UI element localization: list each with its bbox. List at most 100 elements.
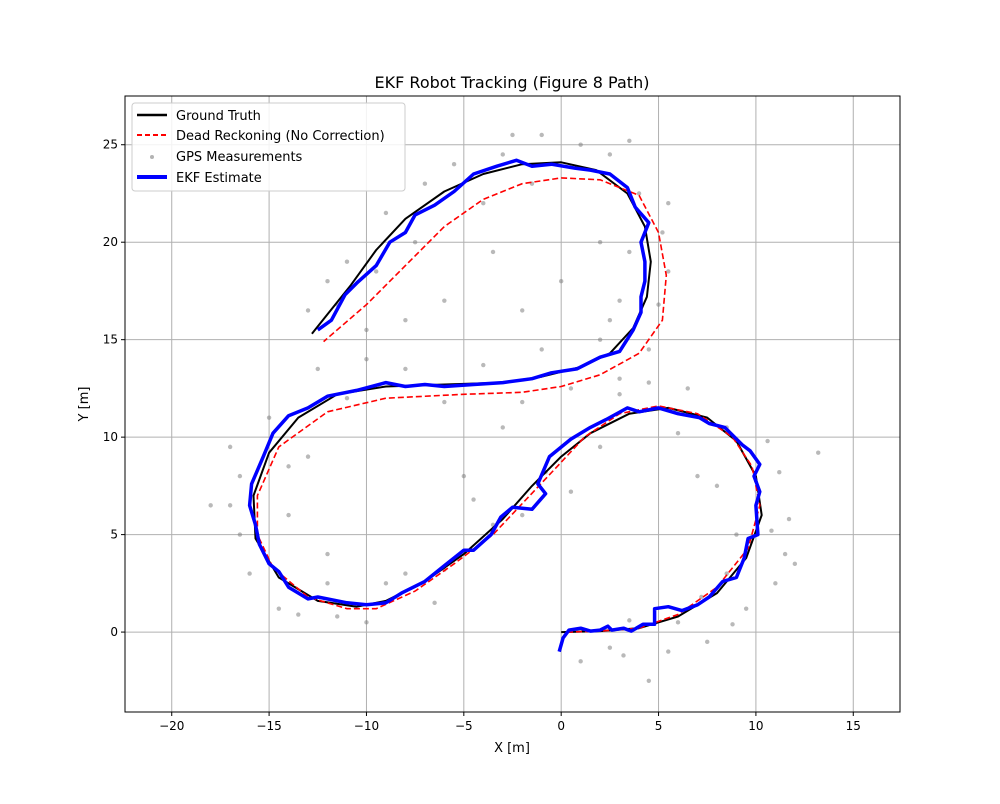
legend-ground-truth: Ground Truth (176, 109, 261, 124)
chart-title: EKF Robot Tracking (Figure 8 Path) (375, 73, 650, 92)
gps-point (227, 444, 233, 450)
dead-reckoning-line (256, 177, 761, 633)
legend-gps: GPS Measurements (176, 150, 303, 165)
gps-point (656, 302, 661, 307)
legend: Ground Truth Dead Reckoning (No Correcti… (131, 102, 406, 192)
gps-point (315, 366, 320, 372)
gps-point (607, 317, 613, 323)
gps-point (403, 317, 408, 323)
grid (125, 96, 900, 712)
gps-point (675, 620, 681, 625)
gps-point (646, 347, 652, 352)
gps-point (325, 278, 330, 284)
legend-gps-swatch (150, 155, 154, 159)
y-tick-label: 0 (110, 625, 118, 639)
gps-point (714, 483, 720, 489)
y-tick-label: 10 (103, 430, 118, 444)
gps-point (305, 454, 311, 459)
gps-point (597, 444, 603, 450)
gps-point (286, 464, 291, 469)
gps-point (481, 362, 486, 368)
gps-point (383, 581, 389, 586)
gps-point (471, 497, 476, 502)
gps-point (786, 516, 792, 522)
gps-point (685, 386, 690, 391)
x-tick-label: −5 (455, 719, 473, 733)
gps-point (432, 600, 437, 606)
gps-point (765, 438, 770, 444)
gps-point (403, 366, 408, 372)
y-tick-label: 15 (103, 333, 118, 347)
gps-point (617, 298, 622, 303)
legend-dead-reckoning: Dead Reckoning (No Correction) (176, 129, 385, 144)
gps-point (627, 249, 632, 255)
gps-point (442, 399, 447, 405)
x-tick-label: 15 (846, 719, 861, 733)
gps-point (383, 210, 389, 216)
gps-point (520, 399, 525, 405)
gps-point (675, 431, 681, 436)
gps-point (730, 622, 735, 627)
gps-point (660, 230, 665, 235)
gps-point (646, 678, 652, 684)
gps-point (607, 152, 613, 157)
gps-point (597, 240, 603, 245)
gps-point (335, 614, 340, 619)
x-axis-label: X [m] (494, 741, 530, 756)
gps-point (666, 649, 671, 654)
gps-point (520, 512, 525, 518)
gps-point (461, 473, 467, 479)
gps-point (627, 138, 632, 144)
gps-point (286, 512, 291, 518)
y-axis-label: Y [m] (77, 387, 92, 423)
y-tick-label: 5 (110, 528, 118, 542)
gps-point (734, 532, 739, 537)
gps-point (773, 581, 778, 586)
gps-point (305, 308, 311, 313)
gps-point (646, 380, 652, 385)
gps-point (699, 594, 704, 600)
gps-point (266, 415, 272, 420)
gps-point (724, 571, 729, 576)
gps-point (208, 503, 213, 508)
gps-point (403, 571, 408, 576)
gps-point (227, 503, 233, 508)
x-tick-label: −15 (256, 719, 281, 733)
gps-point (782, 551, 788, 557)
gps-point (325, 551, 330, 557)
gps-point (344, 259, 350, 264)
gps-point (568, 489, 574, 494)
gps-point (705, 639, 710, 645)
y-tick-label: 20 (103, 235, 118, 249)
gps-point (666, 201, 671, 206)
gps-point (777, 470, 782, 475)
gps-point (500, 425, 505, 430)
gps-point (451, 162, 457, 167)
gps-point (364, 620, 369, 625)
gps-point (510, 132, 515, 138)
gps-point (769, 528, 774, 533)
y-tick-label: 25 (103, 138, 118, 152)
gps-point (558, 278, 564, 284)
gps-point (325, 581, 330, 586)
gps-point (578, 659, 583, 664)
legend-ekf: EKF Estimate (176, 171, 262, 186)
x-tick-label: −20 (159, 719, 184, 733)
gps-point (344, 395, 350, 401)
gps-point (816, 450, 821, 455)
gps-point (617, 392, 622, 397)
gps-point (695, 473, 700, 479)
gps-point (627, 618, 632, 623)
x-tick-label: 0 (557, 719, 565, 733)
gps-point (743, 606, 749, 611)
gps-point (296, 612, 301, 617)
x-tick-label: 5 (655, 719, 663, 733)
gps-point (539, 347, 544, 352)
ekf-estimate-line (247, 158, 762, 653)
gps-point (373, 269, 379, 274)
gps-point (422, 181, 428, 186)
gps-point (792, 561, 798, 567)
gps-point (364, 327, 369, 333)
